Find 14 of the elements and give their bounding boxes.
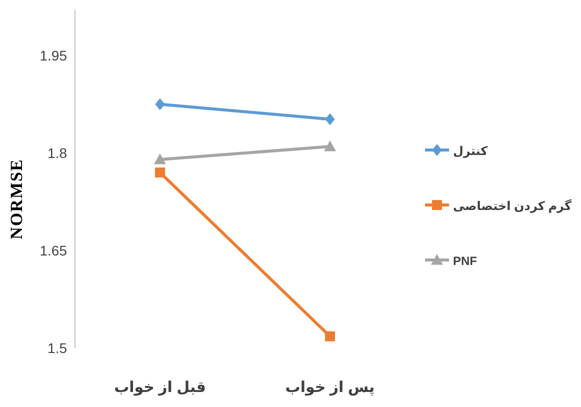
point	[155, 98, 165, 110]
legend-label: کنترل	[453, 144, 488, 158]
x-tick-label: پس از خواب	[285, 379, 375, 396]
y-tick-label: 1.8	[48, 145, 68, 161]
point	[325, 331, 335, 342]
y-tick-label: 1.5	[48, 340, 68, 356]
x-tick-label: قبل از خواب	[114, 379, 206, 396]
y-tick-label: 1.95	[40, 48, 68, 64]
point	[155, 168, 165, 178]
legend-label: گرم کردن اختصاصی	[453, 199, 572, 213]
y-axis-title: NORMSE	[7, 158, 26, 240]
legend-label: PNF	[453, 254, 477, 268]
point	[325, 113, 335, 126]
y-tick-label: 1.65	[40, 242, 68, 258]
